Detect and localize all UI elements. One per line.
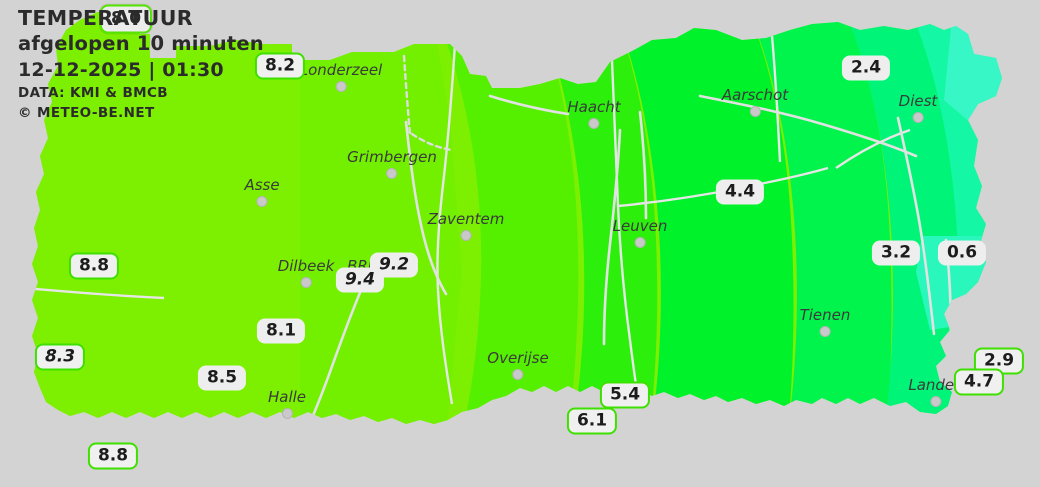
city-marker-dot (819, 326, 831, 337)
temperature-badge[interactable]: 4.4 (715, 179, 765, 205)
temperature-badge[interactable]: 8.3 (34, 343, 86, 371)
data-source: DATA: KMI & BMCB (18, 85, 168, 101)
temperature-badge[interactable]: 8.1 (256, 318, 306, 344)
city-name: Zaventem (427, 210, 505, 228)
city-label-aarschot: Aarschot (722, 87, 788, 117)
map-datetime: 12-12-2025 | 01:30 (18, 59, 224, 81)
city-label-diest: Diest (898, 92, 938, 123)
city-marker-dot (930, 396, 942, 407)
map-title: TEMPERATUUR (18, 6, 193, 30)
city-label-landen: Landen (908, 376, 964, 407)
city-name: Grimbergen (347, 148, 437, 166)
temperature-badge[interactable]: 6.1 (566, 407, 618, 435)
city-marker-dot (281, 408, 293, 419)
city-label-leuven: Leuven (612, 217, 668, 248)
temperature-badge[interactable]: 8.2 (254, 52, 306, 80)
city-name: Leuven (612, 217, 668, 235)
city-name: Landen (908, 376, 964, 394)
city-name: Overijse (487, 349, 549, 367)
temperature-badge[interactable]: 8.8 (68, 252, 120, 280)
city-marker-dot (335, 81, 347, 92)
temperature-badge[interactable]: 9.4 (335, 267, 385, 293)
city-name: Haacht (567, 98, 621, 116)
city-name: Dilbeek (277, 257, 335, 275)
city-label-asse: Asse (244, 176, 280, 207)
city-marker-dot (256, 196, 268, 207)
city-marker-dot (912, 112, 924, 123)
copyright-text: © METEO-BE.NET (18, 105, 155, 121)
temperature-badge[interactable]: 2.4 (841, 55, 891, 81)
city-label-tienen: Tienen (799, 306, 851, 337)
city-marker-dot (300, 277, 312, 288)
city-name: Londerzeel (299, 61, 383, 79)
city-name: Diest (898, 92, 938, 110)
city-name: Tienen (799, 306, 851, 324)
city-marker-dot (386, 168, 398, 179)
temperature-badge[interactable]: 8.0 (99, 4, 153, 34)
city-marker-dot (512, 369, 524, 380)
city-name: Halle (267, 388, 307, 406)
temperature-badge[interactable]: 4.7 (953, 368, 1005, 396)
city-label-overijse: Overijse (487, 349, 549, 380)
temperature-badge[interactable]: 5.4 (599, 381, 651, 409)
temperature-badge[interactable]: 3.2 (871, 240, 921, 266)
temperature-badge[interactable]: 8.5 (197, 365, 247, 391)
city-label-zaventem: Zaventem (427, 210, 505, 241)
temperature-badge[interactable]: 8.8 (87, 442, 139, 470)
city-name: Aarschot (721, 86, 789, 104)
city-marker-dot (634, 237, 646, 248)
city-label-dilbeek: Dilbeek (277, 257, 335, 288)
city-marker-dot (588, 118, 600, 129)
city-marker-dot (460, 230, 472, 241)
city-label-londerzeel: Londerzeel (300, 62, 382, 92)
city-label-grimbergen: Grimbergen (347, 149, 437, 179)
city-name: Asse (244, 176, 280, 194)
city-marker-dot (749, 106, 761, 117)
map-header: TEMPERATUUR afgelopen 10 minuten 12-12-2… (18, 6, 264, 123)
city-label-halle: Halle (268, 389, 306, 419)
map-subtitle: afgelopen 10 minuten (18, 32, 264, 55)
temperature-badge[interactable]: 0.6 (937, 240, 987, 266)
city-label-haacht: Haacht (567, 98, 621, 129)
